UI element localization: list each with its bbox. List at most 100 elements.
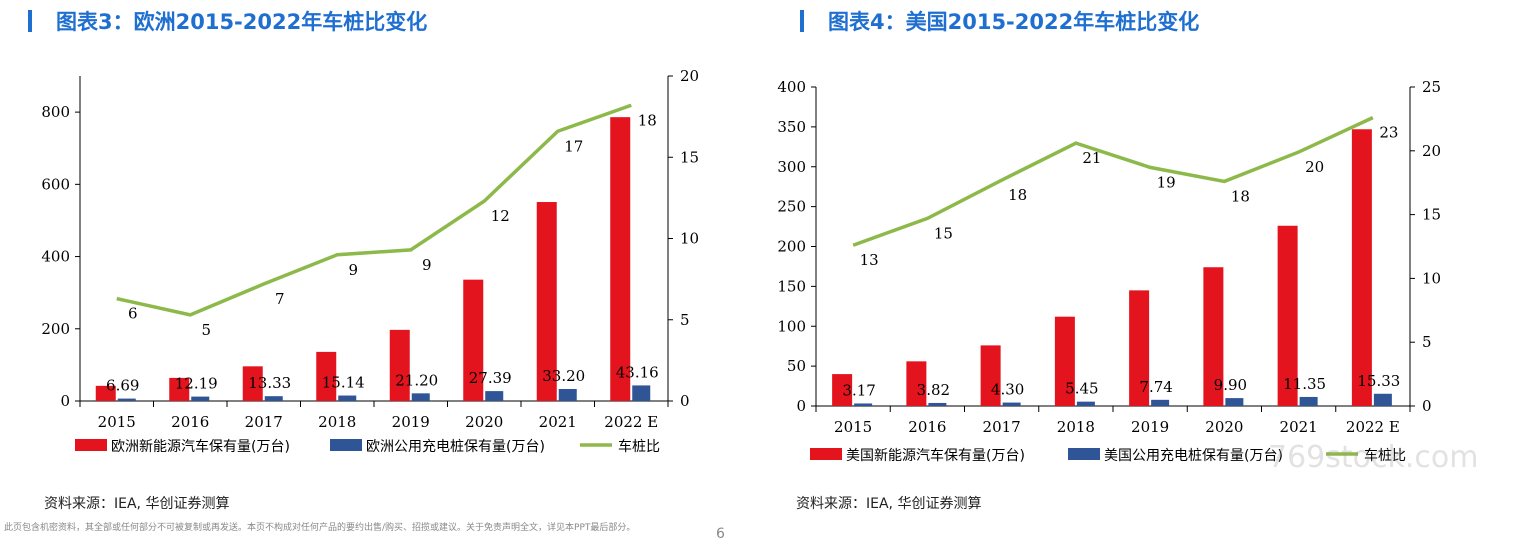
us-y2-tick-label: 25 (1422, 78, 1441, 96)
us-charger-bar (1225, 398, 1244, 406)
europe-charger-bar (485, 391, 504, 401)
europe-x-tick-label: 2015 (98, 413, 136, 431)
europe-ratio-label: 5 (201, 321, 211, 339)
us-x-tick-label: 2021 (1280, 418, 1318, 436)
us-ratio-label: 18 (1231, 187, 1250, 205)
europe-ev-bar (463, 279, 484, 401)
europe-ev-bar (169, 377, 190, 401)
europe-charger-bar (264, 396, 283, 401)
page-number: 6 (716, 526, 725, 542)
europe-chart-title-row: 图表3：欧洲2015-2022年车桩比变化 (28, 6, 427, 36)
europe-y2-tick-label: 10 (680, 230, 699, 248)
us-legend-charger-swatch (1068, 448, 1100, 460)
europe-y2-tick-label: 0 (680, 392, 690, 410)
europe-charger-label: 13.33 (248, 374, 291, 392)
us-y-tick-label: 350 (777, 118, 806, 136)
europe-legend-charger-swatch (330, 439, 362, 451)
us-charger-bar (1151, 399, 1170, 406)
us-ratio-label: 13 (860, 251, 879, 269)
us-x-tick-label: 2022 E (1346, 418, 1400, 436)
europe-charger-label: 6.69 (106, 377, 139, 395)
europe-y2-tick-label: 15 (680, 148, 699, 166)
europe-charger-bar (117, 398, 136, 401)
europe-ev-bar (389, 329, 410, 401)
us-charger-label: 5.45 (1065, 380, 1098, 398)
us-ratio-label: 20 (1305, 158, 1324, 176)
us-charger-bar (1076, 401, 1095, 406)
us-y-tick-label: 300 (777, 158, 806, 176)
europe-charger-label: 27.39 (469, 369, 512, 387)
europe-ev-bar (316, 351, 337, 401)
disclaimer-text: 此页包含机密资料，其全部或任何部分不可被复制或再发送。本页不构成对任何产品的要约… (4, 523, 636, 533)
us-charger-label: 15.33 (1357, 372, 1400, 390)
us-ev-bar (1054, 316, 1075, 406)
us-ratio-label: 18 (1008, 186, 1027, 204)
europe-charger-bar (558, 389, 577, 401)
us-y-tick-label: 50 (787, 357, 806, 375)
europe-ratio-label: 17 (564, 137, 583, 155)
europe-chart-title: 图表3：欧洲2015-2022年车桩比变化 (56, 10, 428, 34)
europe-y-tick-label: 200 (41, 320, 70, 338)
us-ratio-label: 23 (1379, 124, 1398, 142)
europe-y2-tick-label: 20 (680, 67, 699, 85)
us-x-tick-label: 2015 (834, 418, 872, 436)
europe-legend-ev-label: 欧洲新能源汽车保有量(万台) (111, 438, 290, 455)
europe-chart-svg: 0 200 400 600 800 0 5 10 15 20 2015 2016 2017 2018 201… (41, 67, 699, 455)
europe-y-tick-label: 400 (41, 248, 70, 266)
us-charger-label: 9.90 (1214, 376, 1247, 394)
europe-charger-bar (338, 395, 357, 401)
us-ev-bar (832, 374, 853, 406)
europe-ratio-label: 12 (491, 207, 510, 225)
us-chart-title: 图表4：美国2015-2022年车桩比变化 (828, 10, 1200, 34)
us-y2-tick-label: 20 (1422, 142, 1441, 160)
us-ratio-line (852, 116, 1374, 247)
us-ev-bar (1203, 267, 1224, 406)
us-charger-bar (854, 403, 873, 406)
europe-charger-bar (632, 385, 651, 401)
europe-ratio-label: 18 (638, 111, 657, 129)
europe-x-tick-label: 2021 (539, 413, 577, 431)
europe-legend-ev-swatch (75, 439, 107, 451)
us-y2-tick-label: 0 (1422, 397, 1432, 415)
us-y-tick-label: 250 (777, 198, 806, 216)
europe-x-tick-label: 2018 (318, 413, 356, 431)
europe-ratio-label: 9 (422, 256, 432, 274)
europe-ratio-line (116, 103, 632, 317)
europe-chart-panel: 图表3：欧洲2015-2022年车桩比变化 0 200 400 600 800 0 5 10 1… (0, 0, 760, 520)
europe-y-tick-label: 0 (60, 392, 70, 410)
us-charger-bar (1002, 402, 1021, 406)
us-ev-bar (1129, 290, 1150, 406)
europe-chart-source: 资料来源：IEA, 华创证券测算 (44, 496, 230, 512)
us-y-tick-label: 0 (796, 397, 806, 415)
us-charger-label: 4.30 (991, 381, 1024, 399)
europe-charger-label: 12.19 (175, 375, 218, 393)
europe-ratio-label: 9 (348, 261, 358, 279)
us-ev-bar (1277, 225, 1298, 406)
us-chart-panel: 图表4：美国2015-2022年车桩比变化 0 50 100 150 200 250 300… (770, 0, 1519, 520)
us-y-tick-label: 150 (777, 277, 806, 295)
us-charger-bar (1299, 396, 1318, 406)
us-chart-source: 资料来源：IEA, 华创证券测算 (796, 496, 982, 512)
europe-charger-label: 43.16 (616, 363, 659, 381)
europe-charger-label: 33.20 (542, 367, 585, 385)
us-charger-label: 3.82 (917, 381, 950, 399)
us-legend-charger-label: 美国公用充电桩保有量(万台) (1104, 447, 1283, 464)
title-accent-bar (800, 10, 804, 32)
us-y2-tick-label: 15 (1422, 206, 1441, 224)
watermark: 769stock.com (1268, 440, 1479, 475)
europe-legend-charger-label: 欧洲公用充电桩保有量(万台) (366, 438, 545, 455)
us-ev-bar (980, 345, 1001, 406)
us-legend-ev-label: 美国新能源汽车保有量(万台) (846, 447, 1025, 464)
europe-legend-ratio-label: 车桩比 (618, 438, 660, 455)
europe-x-tick-label: 2020 (465, 413, 503, 431)
us-charger-bar (1373, 393, 1392, 406)
europe-x-tick-label: 2016 (171, 413, 209, 431)
us-legend-ev-swatch (810, 448, 842, 460)
us-y-tick-label: 400 (777, 78, 806, 96)
us-ratio-label: 15 (934, 224, 953, 242)
europe-charger-label: 21.20 (395, 371, 438, 389)
us-ev-bar (1351, 129, 1372, 406)
title-accent-bar (28, 10, 32, 32)
us-ratio-label: 21 (1082, 149, 1101, 167)
